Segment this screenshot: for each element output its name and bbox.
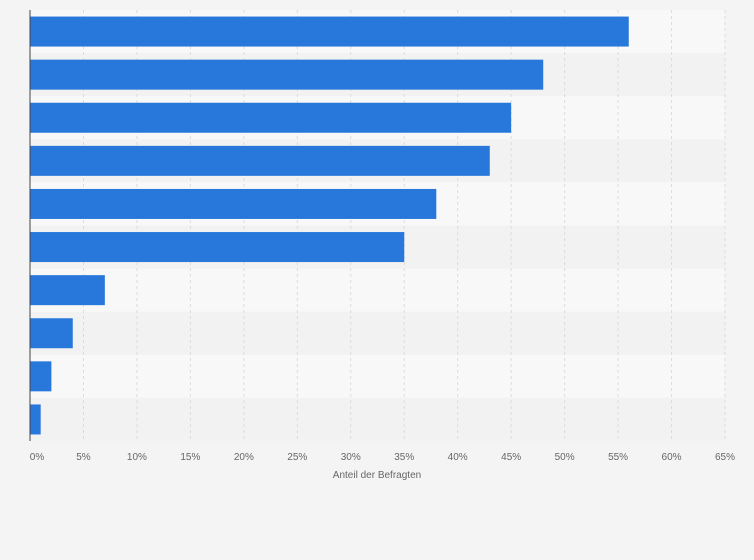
x-tick-label: 5% — [76, 452, 91, 463]
x-tick-label: 60% — [662, 452, 682, 463]
x-tick-label: 50% — [555, 452, 575, 463]
x-tick-label: 20% — [234, 452, 254, 463]
bar[interactable] — [30, 16, 629, 47]
category-band — [30, 397, 725, 441]
x-tick-label: 40% — [448, 452, 468, 463]
bar[interactable] — [30, 232, 405, 263]
x-tick-label: 0% — [30, 452, 45, 463]
x-tick-label: 10% — [127, 452, 147, 463]
x-axis-ticks: 0% 5% 10% 15% 20% 25% 30% 35% 40% 45% 50% 55% 60% 65% — [30, 452, 735, 463]
x-tick-label: 65% — [715, 452, 735, 463]
x-tick-label: 45% — [501, 452, 521, 463]
category-band — [30, 268, 725, 312]
bar[interactable] — [30, 102, 512, 133]
category-band — [30, 354, 725, 398]
bar[interactable] — [30, 318, 73, 349]
x-tick-label: 25% — [287, 452, 307, 463]
bar[interactable] — [30, 145, 490, 176]
x-tick-label: 15% — [180, 452, 200, 463]
bar[interactable] — [30, 59, 544, 90]
x-tick-label: 30% — [341, 452, 361, 463]
x-axis-title: Anteil der Befragten — [333, 470, 421, 481]
bar[interactable] — [30, 188, 437, 219]
bar[interactable] — [30, 361, 52, 392]
bar[interactable] — [30, 275, 105, 306]
x-tick-label: 35% — [394, 452, 414, 463]
category-band — [30, 311, 725, 355]
x-tick-label: 55% — [608, 452, 628, 463]
bar[interactable] — [30, 404, 41, 435]
bars — [30, 16, 629, 435]
